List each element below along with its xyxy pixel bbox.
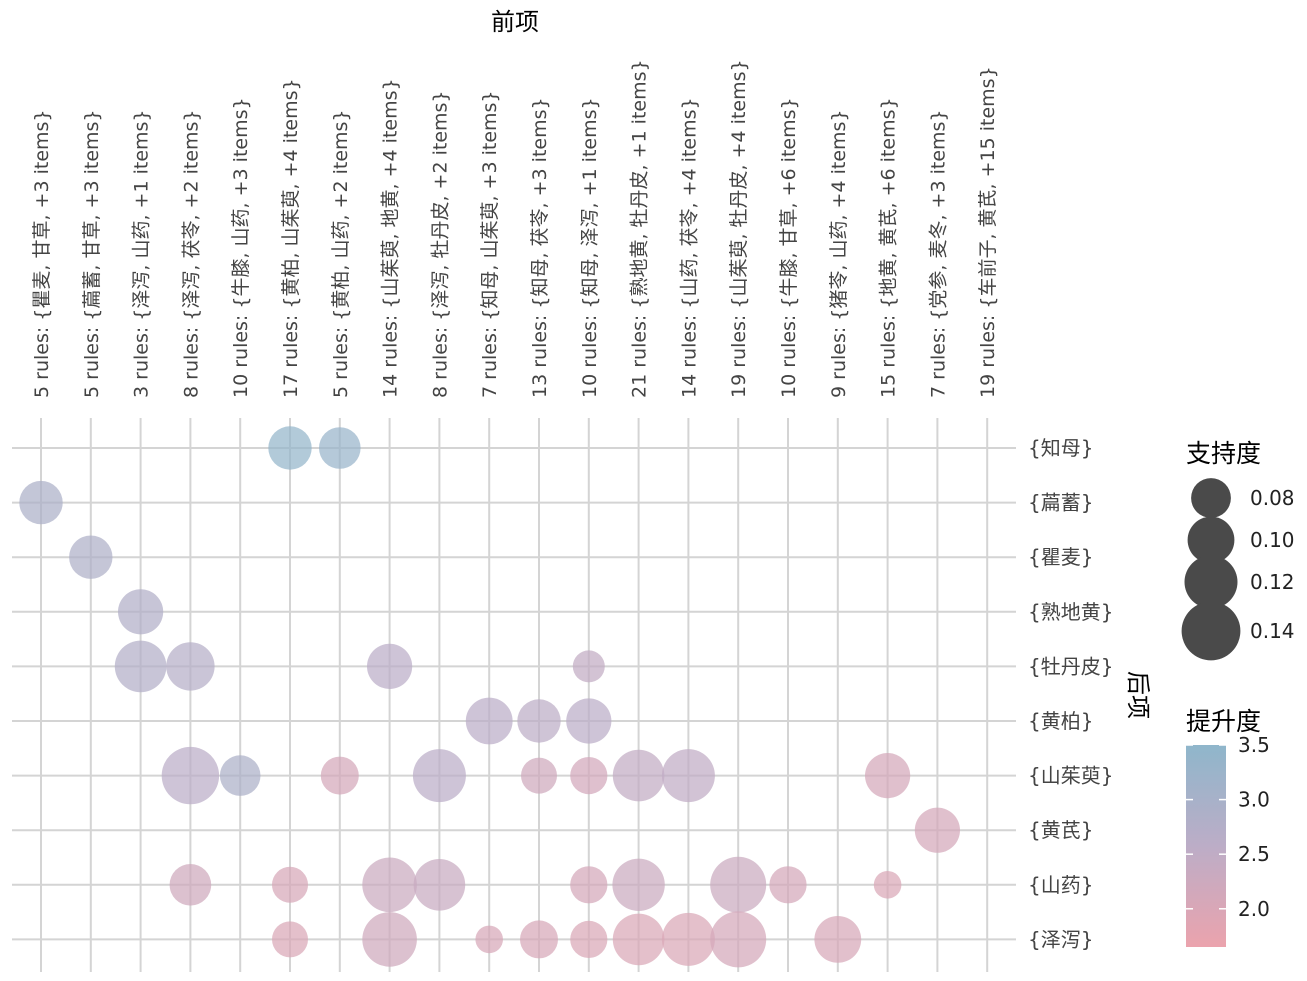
rule-point <box>873 871 902 899</box>
size-legend-label: 0.08 <box>1250 486 1295 510</box>
antecedent-label: 19 rules: {山茱萸, 牡丹皮, +4 items} <box>728 59 750 398</box>
grid <box>12 418 1016 972</box>
rule-point <box>118 589 164 635</box>
color-legend-label: 3.5 <box>1238 733 1270 757</box>
rule-point <box>413 859 466 911</box>
antecedent-label: 8 rules: {泽泻, 茯苓, +2 items} <box>180 110 202 399</box>
antecedent-label: 7 rules: {党参, 麦冬, +3 items} <box>927 110 949 399</box>
size-legend-label: 0.12 <box>1250 570 1295 594</box>
rule-point <box>814 916 862 963</box>
rule-point <box>465 697 513 745</box>
antecedent-label: 10 rules: {牛膝, 甘草, +6 items} <box>778 97 800 398</box>
y-axis-title: 后项 <box>1124 671 1152 719</box>
rule-point <box>865 753 911 799</box>
antecedent-label: 9 rules: {猪苓, 山药, +4 items} <box>828 110 850 399</box>
antecedent-label: 3 rules: {泽泻, 山药, +1 items} <box>131 110 153 399</box>
consequent-label: {黄芪} <box>1028 818 1093 842</box>
rule-point <box>19 480 63 525</box>
color-legend: 提升度 3.5 3.0 2.5 2.0 <box>1186 707 1270 947</box>
antecedent-label: 10 rules: {牛膝, 山药, +3 items} <box>230 97 252 398</box>
consequent-label: {黄柏} <box>1028 709 1093 733</box>
rule-point <box>475 925 504 954</box>
rule-point <box>166 642 215 691</box>
color-legend-bar <box>1186 745 1226 947</box>
consequent-labels: {知母} {萹蓄} {瞿麦} {熟地黄} {牡丹皮} {黄柏} {山茱萸} {黄芪} {山药} {… <box>1028 436 1113 951</box>
rule-point <box>114 640 167 693</box>
antecedent-label: 5 rules: {瞿麦, 甘草, +3 items} <box>31 110 53 399</box>
rule-point <box>710 856 767 913</box>
rule-point <box>769 866 807 904</box>
size-legend-key <box>1181 601 1241 661</box>
rule-point <box>710 911 767 968</box>
rule-point <box>570 757 608 795</box>
antecedent-label: 5 rules: {黄柏, 山药, +2 items} <box>330 110 352 399</box>
rule-point <box>412 749 466 803</box>
antecedent-label: 7 rules: {知母, 山茱萸, +3 items} <box>479 91 501 399</box>
size-legend-title: 支持度 <box>1186 439 1261 468</box>
rule-point <box>272 921 308 958</box>
color-legend-label: 2.5 <box>1238 842 1270 866</box>
rule-point <box>320 756 359 795</box>
rule-point <box>521 757 557 794</box>
data-points <box>19 426 961 968</box>
rule-point <box>362 857 417 913</box>
antecedent-label: 14 rules: {山茱萸, 地黄, +4 items} <box>380 78 402 398</box>
rule-point <box>517 699 561 743</box>
rule-point <box>268 426 312 470</box>
rule-point <box>219 755 261 796</box>
rule-point <box>566 698 612 744</box>
rule-point <box>319 427 361 469</box>
color-legend-label: 2.0 <box>1238 897 1270 921</box>
consequent-label: {熟地黄} <box>1028 600 1113 624</box>
antecedent-label: 14 rules: {山药, 茯苓, +4 items} <box>678 97 700 398</box>
rule-point <box>612 858 665 911</box>
rule-point <box>914 807 961 853</box>
consequent-label: {知母} <box>1028 436 1093 460</box>
consequent-label: {泽泻} <box>1028 927 1093 951</box>
rule-point <box>169 864 212 906</box>
rule-point <box>572 650 605 683</box>
color-legend-label: 3.0 <box>1238 788 1270 812</box>
rule-point <box>69 535 113 579</box>
antecedent-label: 5 rules: {萹蓄, 甘草, +3 items} <box>81 110 103 399</box>
rule-point <box>661 912 715 966</box>
rule-point <box>570 920 608 959</box>
rule-point <box>362 912 417 967</box>
rule-point <box>570 866 608 904</box>
size-legend: 支持度 0.08 0.10 0.12 0.14 <box>1181 439 1295 661</box>
rule-point <box>612 913 665 966</box>
rule-point <box>272 866 308 903</box>
antecedent-label: 13 rules: {知母, 茯苓, +3 items} <box>529 97 551 398</box>
consequent-label: {萹蓄} <box>1028 491 1093 515</box>
consequent-label: {牡丹皮} <box>1028 654 1113 678</box>
size-legend-key <box>1191 478 1231 518</box>
x-axis-title: 前项 <box>491 8 539 36</box>
rule-point <box>520 920 558 959</box>
rule-point <box>367 643 413 690</box>
consequent-label: {山药} <box>1028 873 1093 897</box>
rule-point <box>661 749 715 803</box>
rule-point <box>612 749 665 802</box>
antecedent-label: 8 rules: {泽泻, 牡丹皮, +2 items} <box>429 91 451 399</box>
consequent-label: {山茱萸} <box>1028 764 1113 788</box>
color-legend-title: 提升度 <box>1186 707 1261 736</box>
antecedent-label: 21 rules: {熟地黄, 牡丹皮, +1 items} <box>629 59 651 398</box>
consequent-label: {瞿麦} <box>1028 545 1093 569</box>
antecedent-label: 15 rules: {地黄, 黄芪, +6 items} <box>878 97 900 398</box>
size-legend-label: 0.14 <box>1250 619 1295 643</box>
size-legend-label: 0.10 <box>1250 528 1295 552</box>
antecedent-label: 17 rules: {黄柏, 山茱萸, +4 items} <box>280 78 302 398</box>
rule-point <box>161 746 220 805</box>
size-legend-key <box>1184 555 1238 609</box>
antecedent-label: 10 rules: {知母, 泽泻, +1 items} <box>579 97 601 398</box>
antecedent-labels: 5 rules: {瞿麦, 甘草, +3 items} 5 rules: {萹蓄,… <box>31 59 999 398</box>
size-legend-key <box>1187 516 1235 564</box>
antecedent-label: 19 rules: {车前子, 黄芪, +15 items} <box>977 66 999 398</box>
